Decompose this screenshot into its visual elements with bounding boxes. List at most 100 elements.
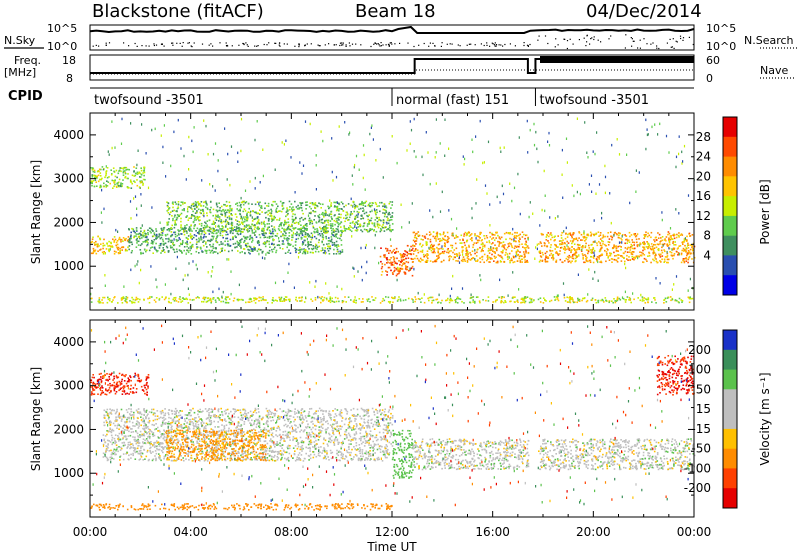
nsearch-dot	[161, 43, 163, 45]
heatmap-point	[216, 236, 218, 238]
heatmap-point	[620, 246, 622, 248]
heatmap-point	[245, 238, 248, 240]
heatmap-point	[347, 203, 350, 205]
heatmap-point	[177, 239, 179, 242]
heatmap-point	[168, 213, 171, 216]
heatmap-point	[213, 235, 215, 238]
heatmap-point	[592, 261, 595, 264]
nsearch-dot	[502, 45, 504, 47]
heatmap-point	[581, 248, 583, 251]
heatmap-point	[511, 199, 513, 203]
heatmap-point	[654, 240, 656, 243]
heatmap-point	[636, 233, 639, 235]
heatmap-point	[400, 268, 403, 270]
heatmap-point	[106, 243, 108, 245]
heatmap-point	[402, 253, 405, 255]
heatmap-point	[200, 235, 202, 238]
heatmap-point	[110, 241, 112, 244]
heatmap-point	[248, 238, 251, 241]
heatmap-point	[464, 231, 467, 234]
heatmap-point	[527, 151, 529, 154]
heatmap-point	[329, 296, 332, 298]
heatmap-point	[200, 248, 202, 250]
heatmap-point	[549, 246, 552, 249]
heatmap-point	[289, 208, 291, 211]
heatmap-point	[382, 220, 385, 222]
heatmap-point	[422, 253, 425, 256]
heatmap-point	[263, 229, 265, 232]
heatmap-point	[450, 256, 453, 258]
heatmap-point	[288, 228, 290, 231]
heatmap-point	[298, 252, 300, 254]
heatmap-point	[322, 214, 325, 216]
heatmap-point	[356, 210, 359, 213]
heatmap-point	[139, 180, 141, 182]
heatmap-point	[139, 227, 142, 229]
heatmap-point	[218, 218, 221, 220]
heatmap-point	[300, 238, 303, 240]
heatmap-point	[301, 243, 303, 246]
heatmap-point	[570, 256, 572, 258]
heatmap-point	[469, 252, 471, 254]
heatmap-point	[186, 249, 188, 252]
heatmap-point	[453, 249, 456, 251]
heatmap-point	[503, 247, 506, 250]
heatmap-point	[345, 211, 348, 214]
heatmap-point	[366, 229, 368, 232]
heatmap-point	[164, 242, 167, 245]
nsearch-dot	[304, 44, 306, 46]
heatmap-point	[266, 302, 269, 304]
heatmap-point	[458, 256, 460, 259]
heatmap-point	[90, 301, 93, 303]
heatmap-point	[422, 259, 424, 261]
heatmap-point	[399, 298, 402, 301]
heatmap-point	[597, 279, 599, 282]
heatmap-point	[423, 255, 426, 258]
heatmap-point	[655, 302, 657, 304]
heatmap-point	[692, 252, 695, 255]
nsearch-dot	[679, 35, 682, 37]
heatmap-point	[289, 299, 291, 301]
heatmap-point	[587, 250, 590, 253]
heatmap-point	[246, 215, 248, 217]
heatmap-point	[429, 246, 432, 249]
heatmap-point	[166, 204, 169, 207]
freq-tick-top: 18	[62, 54, 76, 67]
heatmap-point	[244, 210, 247, 212]
heatmap-point	[447, 252, 450, 254]
heatmap-point	[188, 168, 190, 171]
heatmap-point	[430, 243, 433, 246]
heatmap-point	[285, 232, 287, 234]
heatmap-point	[463, 233, 466, 235]
heatmap-point	[685, 260, 688, 262]
heatmap-point	[666, 252, 669, 255]
heatmap-point	[574, 301, 576, 303]
heatmap-point	[310, 238, 313, 241]
heatmap-point	[480, 243, 483, 246]
heatmap-point	[317, 295, 319, 299]
heatmap-point	[180, 250, 182, 252]
heatmap-point	[607, 255, 610, 258]
heatmap-point	[117, 302, 119, 304]
heatmap-point	[278, 296, 280, 299]
heatmap-point	[254, 286, 256, 290]
heatmap-point	[170, 246, 172, 249]
heatmap-point	[331, 218, 333, 221]
heatmap-point	[629, 298, 632, 300]
heatmap-point	[302, 226, 305, 228]
heatmap-point	[181, 228, 183, 230]
heatmap-point	[440, 261, 443, 263]
heatmap-point	[348, 216, 351, 219]
heatmap-point	[122, 237, 125, 239]
heatmap-point	[427, 238, 429, 240]
heatmap-point	[206, 246, 208, 248]
heatmap-point	[526, 246, 528, 249]
heatmap-point	[404, 271, 406, 274]
heatmap-point	[224, 212, 226, 214]
heatmap-point	[652, 252, 655, 255]
heatmap-point	[291, 223, 293, 226]
heatmap-point	[381, 225, 383, 228]
heatmap-point	[391, 215, 393, 217]
heatmap-point	[385, 205, 387, 207]
heatmap-point	[383, 209, 386, 211]
